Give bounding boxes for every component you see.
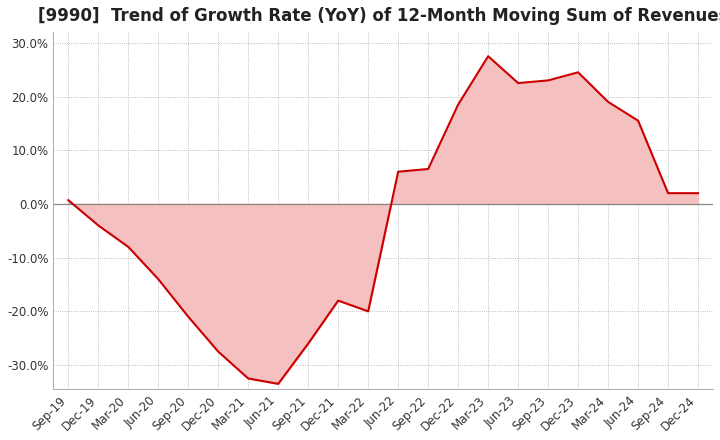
Title: [9990]  Trend of Growth Rate (YoY) of 12-Month Moving Sum of Revenues: [9990] Trend of Growth Rate (YoY) of 12-… [38, 7, 720, 25]
